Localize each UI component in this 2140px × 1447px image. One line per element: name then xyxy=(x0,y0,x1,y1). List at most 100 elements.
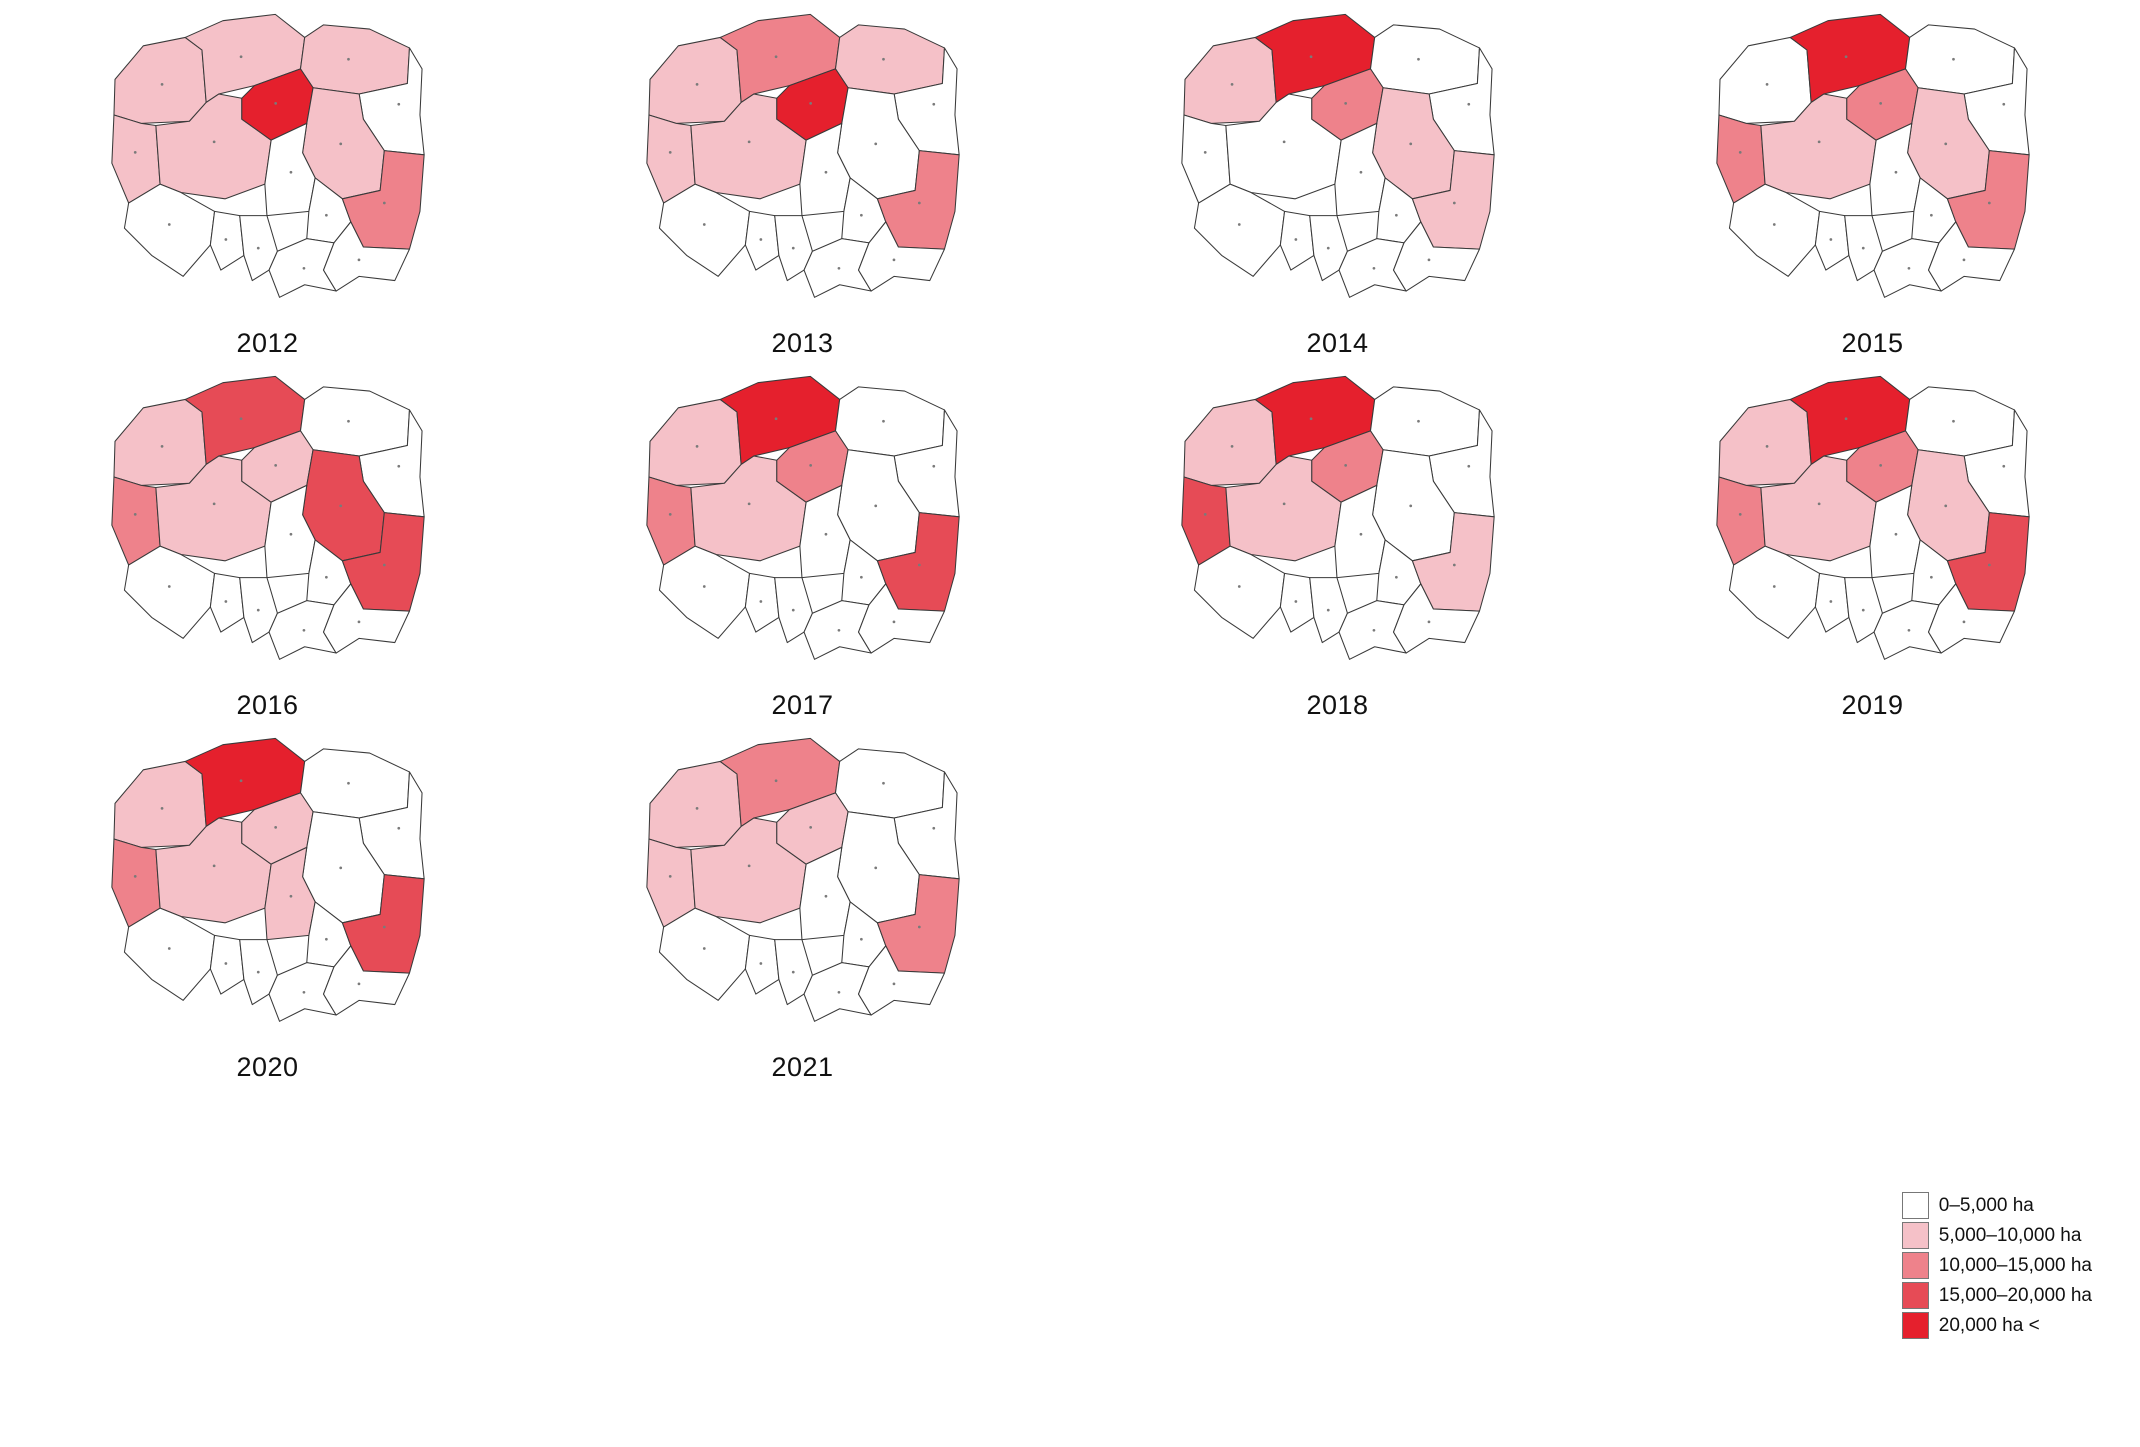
region-mark-lubuskie xyxy=(1203,151,1207,154)
region-zachodniopomorskie xyxy=(1717,36,1812,124)
region-opolskie xyxy=(1814,572,1849,633)
region-opolskie xyxy=(1279,572,1314,633)
region-mark-lubelskie xyxy=(917,201,921,205)
region-mark-slaskie xyxy=(1861,246,1865,250)
region-mark-lodzkie xyxy=(289,170,292,174)
region-mark-podkarpackie xyxy=(357,620,360,624)
region-mark-wielkopolskie xyxy=(1282,140,1285,144)
region-mark-pomorskie xyxy=(239,417,242,421)
region-mark-warminsko_mazurskie xyxy=(1416,419,1420,423)
region-mark-wielkopolskie xyxy=(1817,502,1820,506)
region-mark-slaskie xyxy=(256,970,260,974)
region-mark-kujawsko_pomorskie xyxy=(1878,101,1882,105)
map-cell-2017: 2017 xyxy=(535,366,1070,728)
legend-swatch-level-1 xyxy=(1901,1222,1929,1249)
region-mark-slaskie xyxy=(791,608,795,612)
map-cell-2016: 2016 xyxy=(0,366,535,728)
region-mark-warminsko_mazurskie xyxy=(881,419,885,423)
region-mark-lubuskie xyxy=(668,513,672,516)
region-mark-wielkopolskie xyxy=(747,864,750,868)
poland-choropleth-map-2016 xyxy=(110,375,425,660)
region-mark-dolnoslaskie xyxy=(1772,585,1776,588)
region-mark-dolnoslaskie xyxy=(1237,585,1241,588)
legend-item: 15,000–20,000 ha xyxy=(1901,1282,2092,1309)
region-mark-zachodniopomorskie xyxy=(160,807,163,810)
region-mark-mazowieckie xyxy=(1943,142,1947,146)
region-mark-swietokrzyskie xyxy=(1929,213,1933,217)
year-label: 2014 xyxy=(1306,328,1369,358)
region-mark-podkarpackie xyxy=(1427,620,1430,624)
region-warminsko_mazurskie xyxy=(1369,24,1480,95)
region-opolskie xyxy=(744,934,779,995)
legend-label: 20,000 ha < xyxy=(1938,1314,2040,1336)
region-mark-podkarpackie xyxy=(1427,258,1430,262)
year-label: 2013 xyxy=(771,328,834,358)
region-zachodniopomorskie xyxy=(1182,398,1277,486)
region-mark-dolnoslaskie xyxy=(702,223,706,226)
region-mark-lubuskie xyxy=(668,875,672,878)
region-mark-wielkopolskie xyxy=(212,502,215,506)
region-mark-kujawsko_pomorskie xyxy=(273,463,277,467)
poland-choropleth-map-2013 xyxy=(645,13,960,298)
region-dolnoslaskie xyxy=(1728,183,1820,277)
region-zachodniopomorskie xyxy=(112,398,207,486)
region-mark-kujawsko_pomorskie xyxy=(808,101,812,105)
region-opolskie xyxy=(209,934,244,995)
region-mark-mazowieckie xyxy=(873,142,877,146)
legend-swatch-level-2 xyxy=(1901,1252,1929,1279)
region-mark-podkarpackie xyxy=(357,982,360,986)
region-dolnoslaskie xyxy=(658,907,750,1001)
legend-label: 0–5,000 ha xyxy=(1938,1194,2034,1216)
region-zachodniopomorskie xyxy=(647,760,742,848)
region-mark-opolskie xyxy=(224,962,227,965)
poland-choropleth-map-2014 xyxy=(1180,13,1495,298)
region-mark-lodzkie xyxy=(824,532,827,536)
region-mark-swietokrzyskie xyxy=(859,575,863,579)
region-opolskie xyxy=(1279,210,1314,271)
region-opolskie xyxy=(744,210,779,271)
region-warminsko_mazurskie xyxy=(299,24,410,95)
region-mark-pomorskie xyxy=(1844,55,1847,59)
region-podkarpackie xyxy=(857,221,945,292)
region-podkarpackie xyxy=(322,221,410,292)
region-mark-warminsko_mazurskie xyxy=(346,419,350,423)
region-warminsko_mazurskie xyxy=(1369,386,1480,457)
region-mark-wielkopolskie xyxy=(747,140,750,144)
region-mark-wielkopolskie xyxy=(1817,140,1820,144)
map-cell-2015: 2015 xyxy=(1605,4,2140,366)
region-mark-dolnoslaskie xyxy=(1772,223,1776,226)
region-dolnoslaskie xyxy=(1193,545,1285,639)
legend-item: 0–5,000 ha xyxy=(1901,1192,2092,1219)
region-mark-opolskie xyxy=(224,600,227,603)
legend-label: 5,000–10,000 ha xyxy=(1938,1224,2082,1246)
map-cell-2018: 2018 xyxy=(1070,366,1605,728)
map-cell-2013: 2013 xyxy=(535,4,1070,366)
region-mark-opolskie xyxy=(759,238,762,241)
region-mark-mazowieckie xyxy=(873,504,877,508)
region-mark-warminsko_mazurskie xyxy=(1416,57,1420,61)
region-mark-pomorskie xyxy=(1309,417,1312,421)
legend-swatch-level-0 xyxy=(1901,1192,1929,1219)
region-mark-dolnoslaskie xyxy=(167,223,171,226)
region-mark-opolskie xyxy=(759,600,762,603)
region-mark-podlaskie xyxy=(1466,102,1470,106)
region-mark-lodzkie xyxy=(1894,532,1897,536)
region-mark-slaskie xyxy=(256,608,260,612)
region-mark-lubuskie xyxy=(133,513,137,516)
region-mark-dolnoslaskie xyxy=(702,585,706,588)
region-podkarpackie xyxy=(1392,221,1480,292)
region-mark-podlaskie xyxy=(396,102,400,106)
region-opolskie xyxy=(209,572,244,633)
region-mark-swietokrzyskie xyxy=(324,575,328,579)
region-mark-swietokrzyskie xyxy=(1929,575,1933,579)
region-mark-zachodniopomorskie xyxy=(695,83,698,86)
region-podkarpackie xyxy=(1927,583,2015,654)
region-mark-opolskie xyxy=(1294,600,1297,603)
region-mark-podlaskie xyxy=(931,102,935,106)
region-zachodniopomorskie xyxy=(1182,36,1277,124)
region-mark-malopolskie xyxy=(1907,628,1910,632)
region-mark-opolskie xyxy=(759,962,762,965)
region-mark-zachodniopomorskie xyxy=(695,445,698,448)
region-mark-podlaskie xyxy=(2001,102,2005,106)
